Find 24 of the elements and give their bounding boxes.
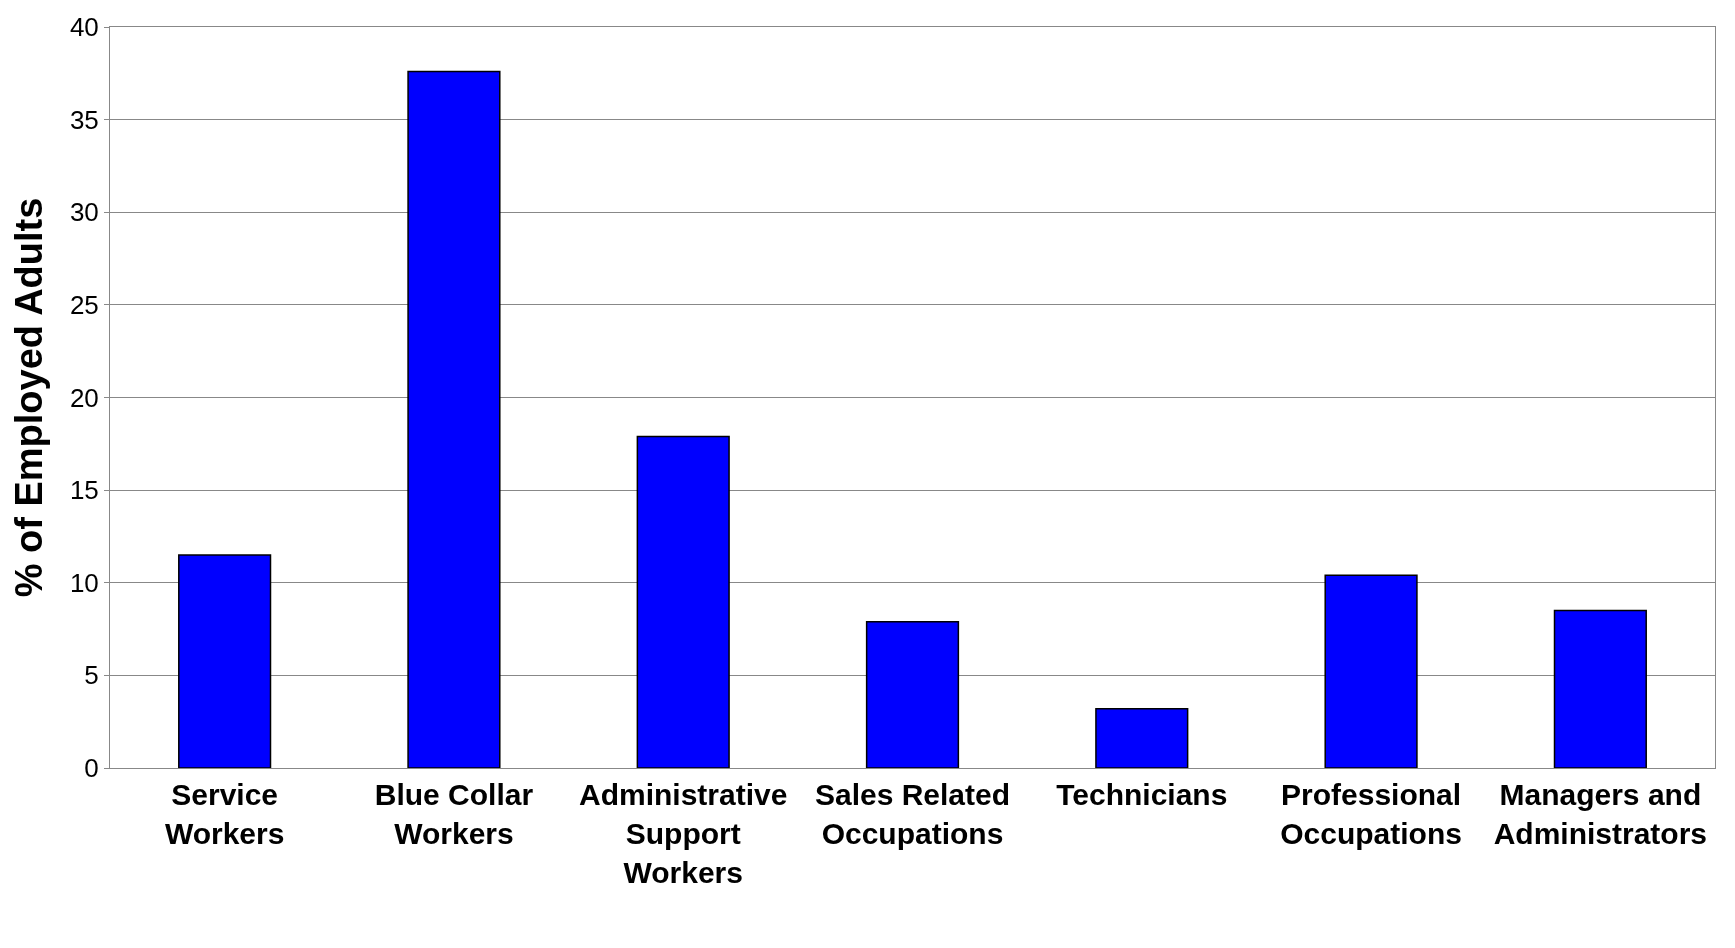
y-tick-label: 10: [69, 567, 99, 598]
bar: [865, 620, 960, 768]
y-tick-label: 25: [69, 289, 99, 320]
y-tick-label: 20: [69, 382, 99, 413]
bar: [1324, 574, 1418, 768]
bar: [1553, 609, 1647, 768]
bar: [636, 435, 730, 768]
y-tick-label: 15: [69, 475, 99, 506]
x-tick-label: Sales Related Occupations: [814, 778, 1011, 850]
x-tick-label: Service Workers: [164, 778, 285, 850]
bar: [178, 554, 272, 768]
bar: [407, 70, 501, 768]
x-tick-label: Professional Occupations: [1280, 778, 1462, 850]
y-tick-label: 35: [69, 104, 99, 135]
x-tick-label: Managers and Administrators: [1493, 778, 1708, 850]
x-tick-label: Administrative Support Workers: [579, 778, 788, 889]
y-tick-label: 0: [84, 753, 99, 784]
y-axis-title: % of Employed Adults: [8, 197, 51, 598]
y-tick-label: 5: [84, 660, 99, 691]
x-tick-label: Technicians: [1056, 778, 1228, 811]
y-tick-label: 30: [69, 197, 99, 228]
x-tick-label: Blue Collar Workers: [374, 778, 534, 850]
bar: [1095, 707, 1189, 768]
y-tick-label: 40: [69, 12, 99, 43]
